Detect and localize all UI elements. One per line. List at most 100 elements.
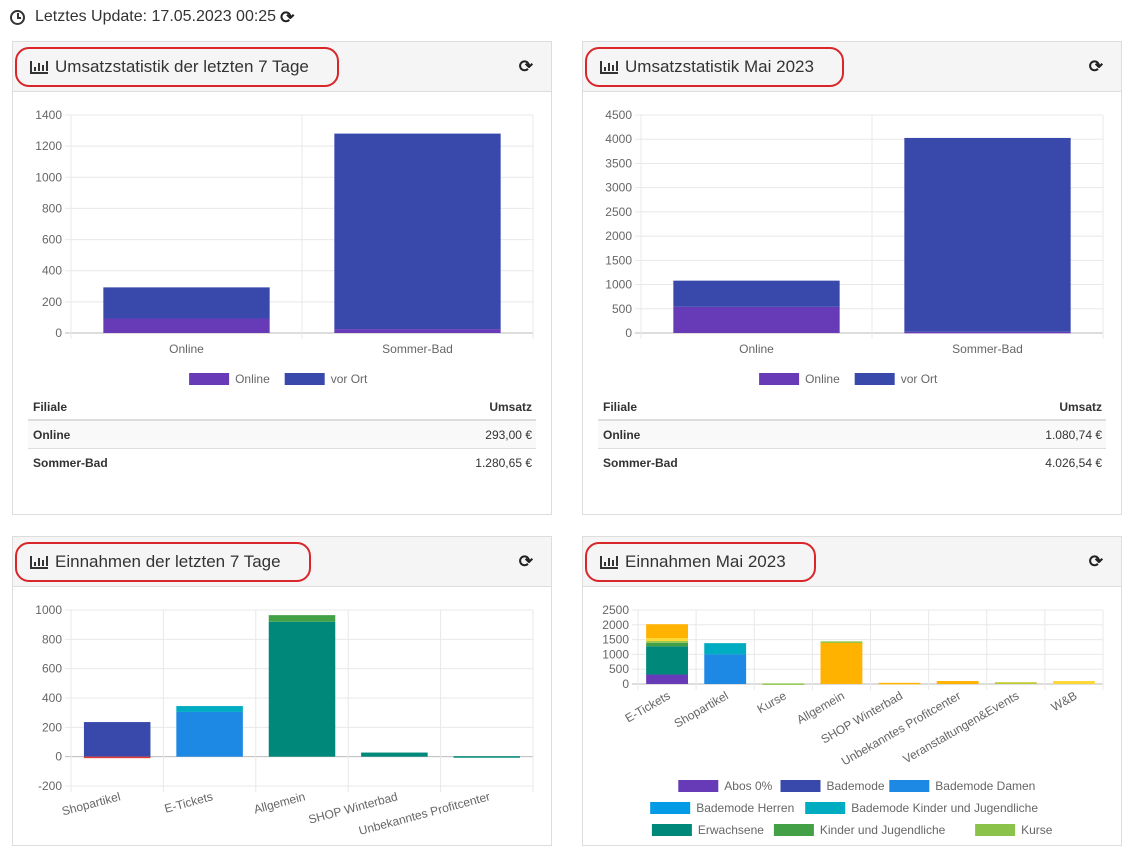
bar-segment [646, 674, 688, 684]
y-tick-label: 1000 [35, 170, 62, 184]
y-tick-label: 4500 [605, 108, 632, 122]
bar-segment [361, 752, 428, 757]
legend-swatch [773, 824, 814, 836]
column-header-umsatz: Umsatz [1059, 399, 1102, 414]
panel-title: Umsatzstatistik Mai 2023 [585, 47, 844, 87]
legend-label: Bademode Kinder und Jugendliche [851, 801, 1038, 815]
bar-segment [334, 329, 501, 333]
bar-segment [646, 642, 688, 647]
bar-segment [673, 280, 840, 307]
legend-swatch [284, 373, 325, 385]
table-row: Online 1.080,74 € [598, 421, 1106, 449]
y-tick-label: 600 [42, 233, 62, 247]
refresh-icon[interactable]: ⟳ [1088, 552, 1103, 571]
y-tick-label: 3500 [605, 156, 632, 170]
bar-segment [878, 682, 921, 685]
row-name: Sommer-Bad [33, 456, 108, 470]
last-update-bar: Letztes Update: 17.05.2023 00:25 ⟳ [10, 6, 294, 28]
y-tick-label: 2000 [602, 618, 629, 632]
column-header-filiale: Filiale [33, 399, 68, 414]
y-tick-label: 0 [55, 750, 62, 764]
bar-segment [176, 711, 243, 757]
legend-swatch [651, 824, 692, 836]
legend-label: Kurse [1021, 823, 1053, 837]
bar-segment [83, 756, 151, 759]
y-tick-label: 400 [42, 691, 62, 705]
bar-chart-icon [600, 555, 618, 569]
y-tick-label: 2000 [605, 229, 632, 243]
panel-header: Umsatzstatistik Mai 2023 ⟳ [583, 42, 1121, 92]
y-tick-label: 200 [42, 720, 62, 734]
bar-chart-icon [30, 555, 48, 569]
row-name: Sommer-Bad [603, 456, 678, 470]
bar-segment [103, 287, 270, 319]
panel-title: Einnahmen Mai 2023 [585, 542, 816, 582]
y-tick-label: 4000 [605, 132, 632, 146]
row-value: 1.080,74 € [1045, 427, 1102, 442]
bar-segment [646, 638, 688, 642]
refresh-icon[interactable]: ⟳ [518, 552, 533, 571]
y-tick-label: 2500 [602, 603, 629, 617]
y-tick-label: 200 [42, 295, 62, 309]
panel-header: Einnahmen Mai 2023 ⟳ [583, 537, 1121, 587]
legend-swatch [805, 802, 846, 814]
x-tick-label: Online [169, 342, 204, 356]
y-tick-label: 2500 [605, 205, 632, 219]
x-tick-label: E-Tickets [623, 688, 673, 725]
x-tick-label: Allgemein [794, 688, 847, 726]
y-tick-label: 1200 [35, 139, 62, 153]
y-tick-label: 800 [42, 201, 62, 215]
bar-segment [268, 615, 336, 622]
bar-segment [762, 683, 805, 685]
table-row: Online 293,00 € [28, 421, 536, 449]
y-tick-label: 600 [42, 662, 62, 676]
panel-title-text: Umsatzstatistik der letzten 7 Tage [55, 57, 309, 76]
legend-label: Bademode Herren [696, 801, 794, 815]
y-tick-label: 0 [622, 677, 629, 691]
bar-segment [176, 706, 243, 712]
row-value: 4.026,54 € [1045, 456, 1102, 470]
last-update-text: Letztes Update: 17.05.2023 00:25 [35, 8, 277, 25]
refresh-icon[interactable]: ⟳ [1088, 57, 1103, 76]
bar-segment [453, 756, 521, 758]
refresh-icon[interactable]: ⟳ [518, 57, 533, 76]
legend-label: vor Ort [331, 372, 368, 386]
legend-swatch [189, 373, 230, 385]
bar-segment [994, 682, 1037, 684]
panel-income-7-days: Einnahmen der letzten 7 Tage ⟳ -200 0 200 4… [12, 536, 552, 846]
legend-label: Bademode Damen [935, 779, 1035, 793]
chart-revenue-may: 0 500 1000 1500 2000 2500 3000 3500 4000 4500 Onli… [605, 108, 1104, 386]
y-tick-label: 1400 [35, 108, 62, 122]
x-tick-label: Online [739, 342, 774, 356]
row-name: Online [33, 427, 71, 442]
legend-label: Abos 0% [724, 779, 772, 793]
panel-title-text: Einnahmen Mai 2023 [625, 552, 786, 571]
panel-title: Umsatzstatistik der letzten 7 Tage [15, 47, 339, 87]
panel-income-may: Einnahmen Mai 2023 ⟳ 0 500 1000 1500 2000 250… [582, 536, 1122, 846]
panel-title: Einnahmen der letzten 7 Tage [15, 542, 311, 582]
bar-segment [646, 624, 688, 639]
bar-segment [704, 654, 747, 684]
y-tick-label: 0 [625, 326, 632, 340]
y-tick-label: 1000 [35, 603, 62, 617]
table-row: Sommer-Bad 1.280,65 € [28, 449, 536, 477]
column-header-filiale: Filiale [603, 399, 638, 414]
x-tick-label: Sommer-Bad [952, 342, 1023, 356]
chart-income-7-days: -200 0 200 400 600 800 1000 Shopartikel E-Ticket… [35, 603, 534, 838]
bar-segment [673, 306, 840, 333]
y-tick-label: 1500 [605, 253, 632, 267]
x-tick-label: E-Tickets [163, 789, 214, 815]
bar-chart-icon [30, 60, 48, 74]
row-name: Online [603, 427, 641, 442]
panel-header: Umsatzstatistik der letzten 7 Tage ⟳ [13, 42, 551, 92]
panel-title-text: Einnahmen der letzten 7 Tage [55, 552, 281, 571]
refresh-icon[interactable]: ⟳ [280, 7, 295, 27]
y-tick-label: 1000 [602, 647, 629, 661]
legend-swatch [854, 373, 895, 385]
legend-swatch [780, 780, 821, 792]
panel-revenue-7-days: Umsatzstatistik der letzten 7 Tage ⟳ 0 20… [12, 41, 552, 515]
y-tick-label: 800 [42, 632, 62, 646]
legend-swatch [759, 373, 800, 385]
bar-segment [820, 642, 863, 684]
